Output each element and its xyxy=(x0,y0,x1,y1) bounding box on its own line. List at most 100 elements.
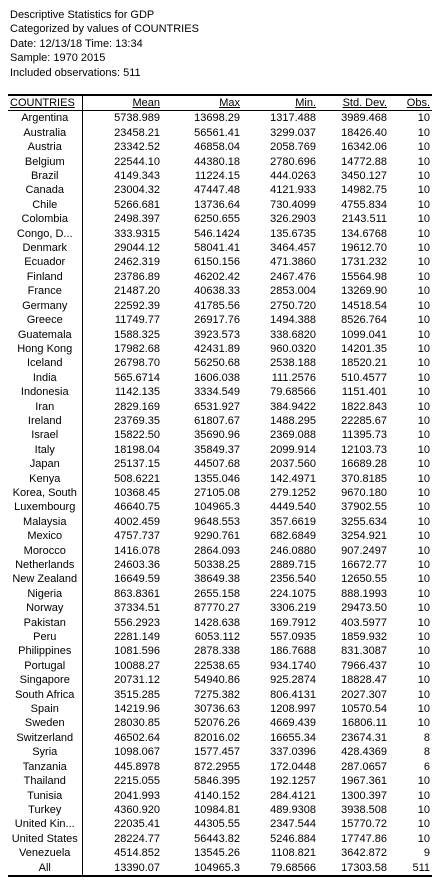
country-cell: New Zealand xyxy=(8,572,83,587)
std-dev-cell: 8526.764 xyxy=(341,314,387,327)
table-row: Chile 5266.681 13736.64 730.4099 4755.834 10 xyxy=(8,197,432,213)
obs-cell: 10 xyxy=(417,256,430,269)
mean-cell: 1588.325 xyxy=(114,328,160,341)
table-row: Spain 14219.96 30736.63 1208.997 10570.54 10 xyxy=(8,702,432,717)
mean-cell: 25137.15 xyxy=(114,458,160,471)
table-row: Pakistan 556.2923 1428.638 169.7912 403.5977… xyxy=(8,615,432,631)
table-row: Canada 23004.32 47447.48 4121.933 14982.75 10 xyxy=(8,183,432,198)
mean-cell: 22544.10 xyxy=(114,155,160,168)
table-row: United Kin... 22035.41 44305.55 2347.544 157… xyxy=(8,817,432,832)
min-cell: 135.6735 xyxy=(270,227,316,240)
min-cell: 338.6820 xyxy=(270,328,316,341)
table-row: Ireland 23769.35 61807.67 1488.295 22285.67 1… xyxy=(8,413,432,429)
min-cell: 2853.004 xyxy=(270,285,316,298)
country-cell: Indonesia xyxy=(8,385,83,400)
max-cell: 2878.338 xyxy=(194,645,240,658)
column-header-obs: Obs. xyxy=(406,97,430,109)
obs-cell: 8 xyxy=(423,731,430,744)
min-cell: 682.6849 xyxy=(270,530,316,543)
mean-cell: 4360.920 xyxy=(114,803,160,816)
max-cell: 44380.18 xyxy=(194,155,240,168)
max-cell: 38649.38 xyxy=(194,573,240,586)
min-cell: 557.0935 xyxy=(270,631,316,644)
max-cell: 7275.382 xyxy=(194,688,240,701)
obs-cell: 10 xyxy=(417,659,430,672)
std-dev-cell: 370.8185 xyxy=(341,472,387,485)
country-cell: United Kin... xyxy=(8,817,83,832)
min-cell: 730.4099 xyxy=(270,198,316,211)
obs-cell: 10 xyxy=(417,126,430,139)
table-row: Korea, South 10368.45 27105.08 279.1252 9670… xyxy=(8,485,432,501)
std-dev-cell: 29473.50 xyxy=(341,602,387,615)
table-row: Finland 23786.89 46202.42 2467.476 15564.98 1… xyxy=(8,269,432,285)
table-row: Venezuela 4514.852 13545.26 1108.821 3642.87… xyxy=(8,846,432,861)
max-cell: 56443.82 xyxy=(194,832,240,845)
mean-cell: 1081.596 xyxy=(114,645,160,658)
table-header-row: COUNTRIES Mean Max Min. Std. Dev. Obs. xyxy=(8,95,432,111)
country-cell: Singapore xyxy=(8,673,83,688)
table-row: Austria 23342.52 46858.04 2058.769 16342.06 1… xyxy=(8,140,432,155)
max-cell: 44305.55 xyxy=(194,818,240,831)
table-row: Philippines 1081.596 2878.338 186.7688 831.3… xyxy=(8,644,432,659)
mean-cell: 556.2923 xyxy=(114,616,160,629)
mean-cell: 2462.319 xyxy=(114,256,160,269)
country-cell: Argentina xyxy=(8,110,83,126)
max-cell: 56250.68 xyxy=(194,357,240,370)
std-dev-cell: 37902.55 xyxy=(341,501,387,514)
table-row: Brazil 4149.343 11224.15 444.0263 3450.127 10 xyxy=(8,169,432,184)
max-cell: 5846.395 xyxy=(194,775,240,788)
country-cell: Finland xyxy=(8,269,83,285)
statistics-table: COUNTRIES Mean Max Min. Std. Dev. Obs. A… xyxy=(8,94,432,877)
min-cell: 2037.560 xyxy=(270,458,316,471)
obs-cell: 10 xyxy=(417,285,430,298)
std-dev-cell: 888.1993 xyxy=(341,587,387,600)
mean-cell: 29044.12 xyxy=(114,242,160,255)
table-row: India 565.6714 1606.038 111.2576 510.4577 10 xyxy=(8,370,432,386)
min-cell: 3464.457 xyxy=(270,242,316,255)
mean-cell: 508.6221 xyxy=(114,472,160,485)
mean-cell: 15822.50 xyxy=(114,429,160,442)
country-cell: Tunisia xyxy=(8,788,83,803)
min-cell: 2538.188 xyxy=(270,357,316,370)
table-row: Denmark 29044.12 58041.41 3464.457 19612.70 1… xyxy=(8,241,432,256)
mean-cell: 2498.397 xyxy=(114,213,160,226)
std-dev-cell: 4755.834 xyxy=(341,198,387,211)
max-cell: 52076.26 xyxy=(194,717,240,730)
std-dev-cell: 17303.58 xyxy=(318,860,389,877)
std-dev-cell: 2027.307 xyxy=(341,688,387,701)
mean-cell: 2041.993 xyxy=(114,789,160,802)
min-cell: 2467.476 xyxy=(270,270,316,283)
obs-cell: 10 xyxy=(417,357,430,370)
min-cell: 2889.715 xyxy=(270,559,316,571)
std-dev-cell: 831.3087 xyxy=(341,645,387,658)
mean-cell: 23769.35 xyxy=(114,414,160,427)
column-header-countries: COUNTRIES xyxy=(8,95,83,111)
country-cell: Iran xyxy=(8,399,83,414)
max-cell: 46202.42 xyxy=(194,270,240,283)
mean-cell: 20731.12 xyxy=(114,674,160,687)
table-body: Argentina 5738.989 13698.29 1317.488 3989.46… xyxy=(8,110,432,877)
country-cell: Sweden xyxy=(8,716,83,731)
table-row: Ecuador 2462.319 6150.156 471.3860 1731.232 1… xyxy=(8,255,432,270)
obs-cell: 10 xyxy=(417,515,430,528)
max-cell: 1577.457 xyxy=(194,746,240,759)
obs-cell: 10 xyxy=(417,573,430,586)
std-dev-cell: 12103.73 xyxy=(341,443,387,456)
std-dev-cell: 22285.67 xyxy=(341,414,387,427)
country-cell: Germany xyxy=(8,298,83,314)
table-row: Kenya 508.6221 1355.046 142.4971 370.8185 10 xyxy=(8,471,432,486)
max-cell: 61807.67 xyxy=(194,414,240,427)
country-cell: Iceland xyxy=(8,356,83,371)
max-cell: 13736.64 xyxy=(194,198,240,211)
min-cell: 79.68566 xyxy=(242,860,318,877)
min-cell: 2058.769 xyxy=(270,141,316,154)
min-cell: 224.1075 xyxy=(270,587,316,600)
std-dev-cell: 16672.77 xyxy=(341,559,387,571)
obs-cell: 10 xyxy=(417,472,430,485)
table-row: Belgium 22544.10 44380.18 2780.696 14772.88 1… xyxy=(8,154,432,170)
std-dev-cell: 14201.35 xyxy=(341,342,387,355)
obs-cell: 10 xyxy=(417,429,430,442)
min-cell: 3306.219 xyxy=(270,602,316,615)
max-cell: 9290.761 xyxy=(194,530,240,543)
country-cell: India xyxy=(8,370,83,386)
